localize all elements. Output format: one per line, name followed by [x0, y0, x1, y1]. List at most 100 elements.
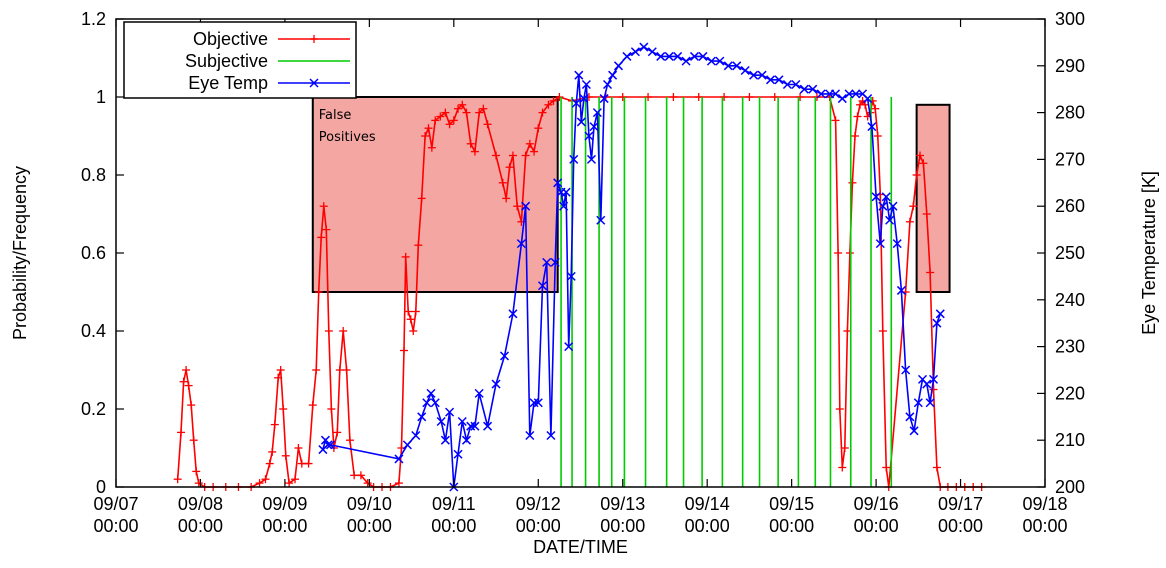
- y2-tick-label: 280: [1055, 103, 1085, 123]
- plus-marker: [177, 428, 185, 436]
- y2-tick-label: 240: [1055, 290, 1085, 310]
- plus-marker: [848, 179, 856, 187]
- y2-tick-label: 300: [1055, 9, 1085, 29]
- x-tick-label: 09/14: [685, 494, 730, 514]
- plus-marker: [279, 405, 287, 413]
- x-tick-label: 00:00: [431, 516, 476, 536]
- plus-marker: [190, 436, 198, 444]
- x-marker: [418, 413, 426, 421]
- y-tick-label: 0: [96, 477, 106, 497]
- plus-marker: [294, 444, 302, 452]
- plus-marker: [854, 113, 862, 121]
- y2-tick-label: 230: [1055, 337, 1085, 357]
- legend-label: Subjective: [185, 51, 268, 71]
- x-marker: [631, 48, 639, 56]
- x-tick-label: 09/08: [178, 494, 223, 514]
- x-tick-label: 09/18: [1022, 494, 1067, 514]
- y-tick-label: 0.6: [81, 243, 106, 263]
- plus-marker: [669, 93, 677, 101]
- plus-marker: [192, 467, 200, 475]
- plus-marker: [838, 464, 846, 472]
- annotation-label: Positives: [319, 130, 376, 145]
- y2-axis-title: Eye Temperature [K]: [1139, 171, 1159, 335]
- x-tick-label: 00:00: [769, 516, 814, 536]
- x-tick-label: 00:00: [347, 516, 392, 536]
- x-marker: [403, 441, 411, 449]
- x-tick-label: 09/17: [938, 494, 983, 514]
- plus-marker: [282, 452, 290, 460]
- x-tick-label: 00:00: [178, 516, 223, 536]
- y-tick-label: 1: [96, 87, 106, 107]
- y-tick-label: 0.2: [81, 399, 106, 419]
- plus-marker: [851, 132, 859, 140]
- plus-marker: [325, 327, 333, 335]
- series-subjective: [561, 97, 891, 487]
- plus-marker: [185, 382, 193, 390]
- x-marker: [431, 399, 439, 407]
- y2-tick-label: 200: [1055, 477, 1085, 497]
- plus-marker: [933, 464, 941, 472]
- plus-marker: [339, 327, 347, 335]
- plus-marker: [195, 479, 203, 487]
- plus-marker: [395, 479, 403, 487]
- x-tick-label: 00:00: [854, 516, 899, 536]
- y-tick-label: 0.8: [81, 165, 106, 185]
- x-tick-label: 09/13: [600, 494, 645, 514]
- x-marker: [423, 399, 431, 407]
- plus-marker: [930, 386, 938, 394]
- plus-marker: [400, 347, 408, 355]
- x-marker: [615, 62, 623, 70]
- annotation-label: False: [319, 108, 352, 123]
- x-tick-label: 09/11: [432, 494, 476, 514]
- x-marker: [609, 71, 617, 79]
- plus-marker: [412, 308, 420, 316]
- plus-marker: [906, 218, 914, 226]
- plus-marker: [745, 93, 753, 101]
- plus-marker: [182, 366, 190, 374]
- plus-marker: [720, 93, 728, 101]
- x-marker: [648, 48, 656, 56]
- x-tick-label: 00:00: [516, 516, 561, 536]
- x-tick-label: 09/16: [854, 494, 899, 514]
- series-objective: [174, 93, 986, 491]
- legend-label: Eye Temp: [188, 73, 268, 93]
- x-tick-label: 09/09: [262, 494, 307, 514]
- y-tick-label: 0.4: [81, 321, 106, 341]
- plus-marker: [813, 93, 821, 101]
- y2-tick-label: 270: [1055, 149, 1085, 169]
- plus-marker: [309, 401, 317, 409]
- x-marker: [427, 389, 435, 397]
- x-axis-title: DATE/TIME: [533, 537, 628, 557]
- plus-marker: [268, 448, 276, 456]
- x-tick-label: 00:00: [685, 516, 730, 536]
- y-axis-title: Probability/Frequency: [10, 166, 30, 340]
- plus-marker: [879, 327, 887, 335]
- plus-marker: [305, 460, 313, 468]
- x-marker: [623, 52, 631, 60]
- x-marker: [640, 43, 648, 51]
- x-tick-label: 00:00: [93, 516, 138, 536]
- plus-marker: [174, 475, 182, 483]
- plus-marker: [312, 366, 320, 374]
- plus-marker: [256, 479, 264, 487]
- x-tick-label: 09/10: [347, 494, 392, 514]
- y2-tick-label: 220: [1055, 383, 1085, 403]
- x-marker: [682, 57, 690, 65]
- plus-marker: [327, 405, 335, 413]
- plus-marker: [187, 401, 195, 409]
- series-layer: [174, 43, 986, 491]
- x-tick-label: 09/12: [516, 494, 561, 514]
- y2-tick-label: 290: [1055, 56, 1085, 76]
- x-marker: [412, 432, 420, 440]
- plus-marker: [407, 315, 415, 323]
- plus-marker: [346, 436, 354, 444]
- y2-tick-label: 250: [1055, 243, 1085, 263]
- y2-tick-label: 260: [1055, 196, 1085, 216]
- series-line: [178, 97, 982, 487]
- plus-marker: [271, 421, 279, 429]
- annotations-layer: False Positives: [313, 97, 950, 292]
- plus-marker: [409, 327, 417, 335]
- plus-marker: [882, 464, 890, 472]
